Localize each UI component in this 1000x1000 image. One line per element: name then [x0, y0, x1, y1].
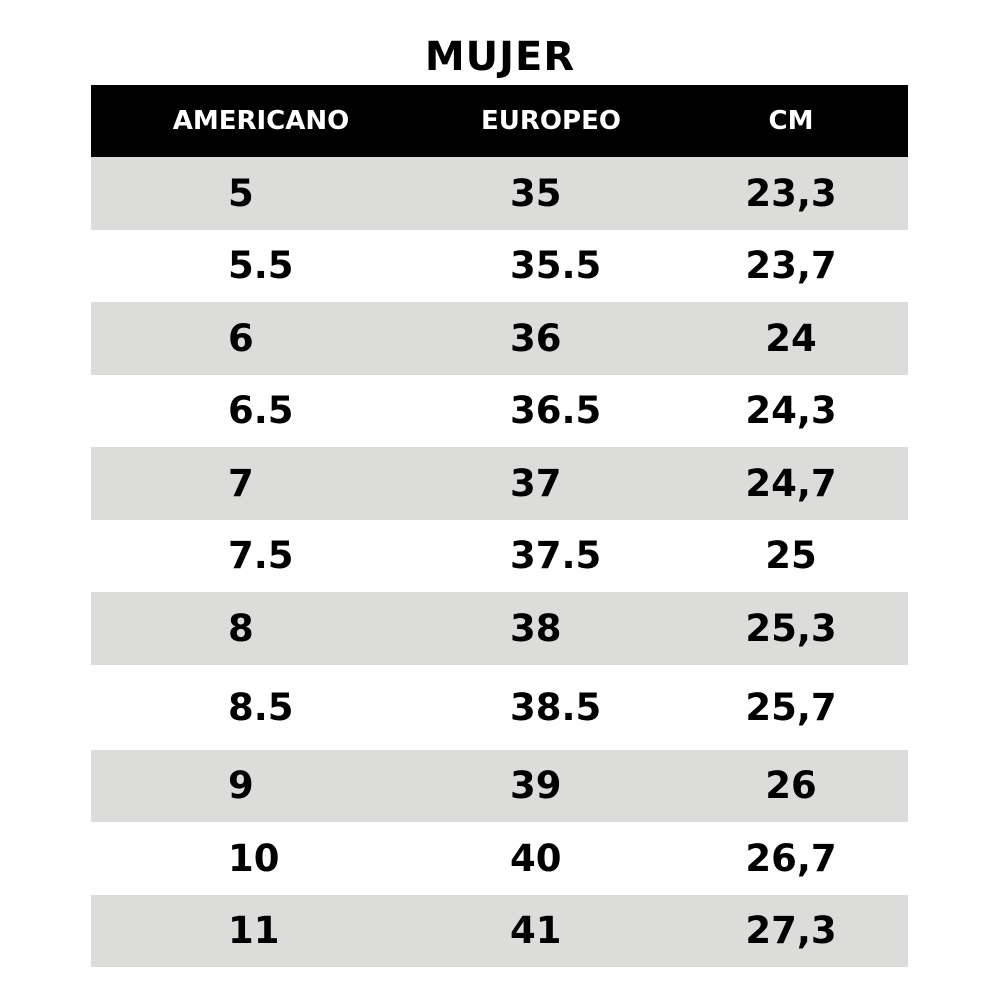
table-row: 6 36 24	[91, 302, 908, 375]
table-row: 5.5 35.5 23,7	[91, 230, 908, 303]
cell-cm: 25,7	[745, 685, 837, 729]
cell-cm: 23,3	[745, 171, 837, 215]
column-header-cm: CM	[768, 106, 814, 136]
cell-cm: 24,3	[745, 389, 837, 433]
cell-americano: 11	[228, 909, 280, 953]
page-title: MUJER	[424, 34, 576, 80]
cell-europeo: 35	[510, 171, 562, 215]
cell-cm: 25,3	[745, 606, 837, 650]
cell-europeo: 38	[510, 606, 562, 650]
cell-europeo: 38.5	[510, 685, 602, 729]
table-header: AMERICANO EUROPEO CM	[91, 85, 908, 157]
cell-americano: 5.5	[228, 244, 294, 288]
table-row: 7 37 24,7	[91, 447, 908, 520]
cell-cm: 26	[765, 764, 817, 808]
cell-americano: 6.5	[228, 389, 294, 433]
cell-americano: 7.5	[228, 534, 294, 578]
cell-cm: 24	[765, 316, 817, 360]
size-table: AMERICANO EUROPEO CM 5 35 23,3 5.5 35.5 23,7 6…	[91, 85, 908, 967]
cell-cm: 23,7	[745, 244, 837, 288]
cell-cm: 26,7	[745, 836, 837, 880]
cell-cm: 27,3	[745, 909, 837, 953]
table-row: 11 41 27,3	[91, 894, 908, 967]
table-row: 10 40 26,7	[91, 822, 908, 895]
cell-americano: 7	[228, 461, 254, 505]
cell-cm: 25	[765, 534, 817, 578]
table-row: 5 35 23,3	[91, 157, 908, 230]
cell-europeo: 36.5	[510, 389, 602, 433]
cell-europeo: 36	[510, 316, 562, 360]
column-header-americano: AMERICANO	[172, 106, 350, 136]
table-body: 5 35 23,3 5.5 35.5 23,7 6 36 24 6.5 36.5 24,3 7 37 24,…	[91, 157, 908, 967]
table-row: 8 38 25,3	[91, 592, 908, 665]
cell-americano: 8.5	[228, 685, 294, 729]
cell-americano: 9	[228, 764, 254, 808]
cell-europeo: 40	[510, 836, 562, 880]
cell-europeo: 37.5	[510, 534, 602, 578]
column-header-europeo: EUROPEO	[481, 106, 621, 136]
cell-europeo: 35.5	[510, 244, 602, 288]
cell-americano: 5	[228, 171, 254, 215]
table-row: 9 39 26	[91, 749, 908, 822]
table-row: 6.5 36.5 24,3	[91, 375, 908, 448]
table-row: 7.5 37.5 25	[91, 520, 908, 593]
cell-americano: 8	[228, 606, 254, 650]
cell-americano: 6	[228, 316, 254, 360]
cell-europeo: 41	[510, 909, 562, 953]
cell-cm: 24,7	[745, 461, 837, 505]
cell-americano: 10	[228, 836, 280, 880]
cell-europeo: 37	[510, 461, 562, 505]
table-row: 8.5 38.5 25,7	[91, 665, 908, 750]
cell-europeo: 39	[510, 764, 562, 808]
